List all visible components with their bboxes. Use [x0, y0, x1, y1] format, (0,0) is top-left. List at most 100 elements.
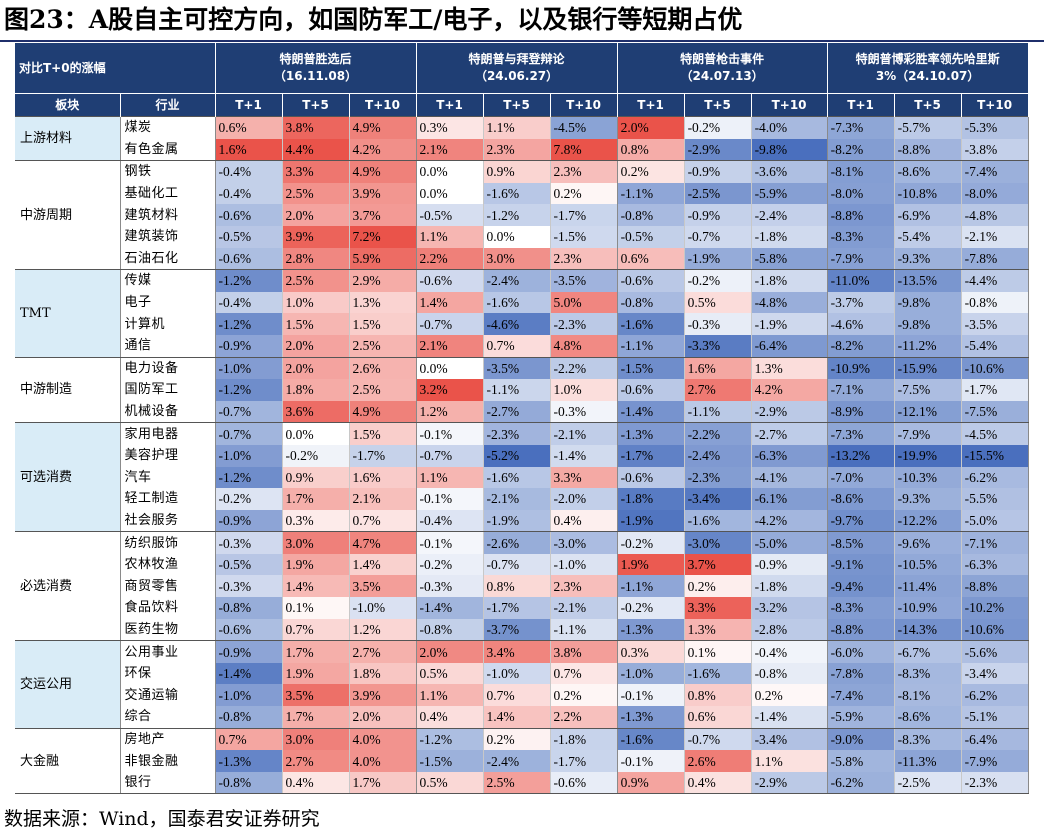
value-cell: 0.0%: [483, 225, 551, 248]
value-cell: 1.9%: [282, 553, 350, 576]
value-cell: -9.7%: [827, 509, 895, 533]
value-cell: -1.0%: [215, 684, 283, 707]
value-cell: -10.9%: [827, 356, 895, 380]
table-row: 农林牧渔 -0.5% 1.9% 1.4% -0.2% -0.7% -1.0% 1.9% 3.7%…: [15, 553, 1029, 576]
table-row: TMT 传媒 -1.2% 2.5% 2.9% -0.6% -2.4% -3.5% -0.6% -0…: [15, 269, 1029, 358]
value-cell: -0.4%: [215, 291, 283, 314]
value-cell: -0.8%: [215, 597, 283, 619]
value-cell: -7.4%: [961, 160, 1029, 183]
value-cell: -2.3%: [961, 771, 1029, 795]
value-cell: -10.6%: [961, 618, 1029, 642]
value-cell: -8.3%: [894, 662, 962, 685]
value-cell: 1.2%: [416, 400, 484, 424]
period-header: T+10: [961, 93, 1029, 117]
value-cell: -1.4%: [751, 706, 828, 729]
value-cell: -11.3%: [894, 750, 962, 772]
value-cell: -0.7%: [483, 553, 551, 576]
table-row: 交运公用 公用事业 -0.9% 1.7% 2.7% 2.0% 3.4% 3.8% 0.3% 0.1…: [15, 640, 1029, 729]
value-cell: -6.2%: [961, 466, 1029, 489]
table-row: 商贸零售 -0.3% 1.4% 3.5% -0.3% 0.8% 2.3% -1.1% 0.2% -…: [15, 575, 1029, 598]
event-name: 特朗普博彩胜率领先哈里斯: [855, 52, 1000, 66]
value-cell: 2.6%: [349, 356, 417, 380]
corner-label: 对比T+0的涨幅: [15, 43, 216, 94]
industry-cell: 银行: [120, 771, 216, 795]
value-cell: 3.0%: [483, 247, 551, 271]
value-cell: -0.5%: [416, 204, 484, 226]
value-cell: -2.1%: [550, 597, 618, 619]
value-cell: -1.0%: [483, 662, 551, 685]
value-cell: -8.2%: [827, 334, 895, 358]
value-cell: 2.5%: [282, 269, 350, 292]
value-cell: -1.1%: [617, 575, 685, 598]
value-cell: -3.6%: [751, 160, 828, 183]
value-cell: -1.1%: [617, 182, 685, 205]
value-cell: 3.4%: [483, 640, 551, 663]
value-cell: -1.6%: [483, 466, 551, 489]
event-date: （24.07.13）: [680, 69, 764, 83]
value-cell: -3.0%: [550, 531, 618, 554]
value-cell: 2.9%: [349, 269, 417, 292]
value-cell: 0.5%: [416, 771, 484, 795]
value-cell: -13.2%: [827, 444, 895, 467]
value-cell: 3.3%: [282, 160, 350, 183]
value-cell: 5.0%: [550, 291, 618, 314]
value-cell: -1.1%: [617, 334, 685, 358]
value-cell: -1.0%: [349, 597, 417, 619]
value-cell: -2.1%: [550, 422, 618, 445]
value-cell: -1.7%: [349, 444, 417, 467]
value-cell: 0.5%: [416, 662, 484, 685]
event-header-row: 对比T+0的涨幅 特朗普胜选后 （16.11.08） 特朗普与拜登辩论 （24.06…: [15, 43, 1029, 94]
value-cell: -0.8%: [617, 204, 685, 226]
value-cell: -1.0%: [215, 444, 283, 467]
value-cell: 1.1%: [751, 750, 828, 772]
value-cell: 0.1%: [684, 640, 752, 663]
sector-cell: 大金融: [15, 727, 121, 795]
value-cell: -0.7%: [684, 225, 752, 248]
value-cell: 2.5%: [282, 182, 350, 205]
table-row: 国防军工 -1.2% 1.8% 2.5% 3.2% -1.1% 1.0% -0.6% 2.7% 4…: [15, 379, 1029, 401]
value-cell: -2.9%: [751, 771, 828, 795]
value-cell: 2.3%: [483, 138, 551, 162]
industry-cell: 轻工制造: [120, 488, 216, 510]
industry-cell: 有色金属: [120, 138, 216, 162]
value-cell: -7.5%: [961, 400, 1029, 424]
value-cell: -10.3%: [894, 466, 962, 489]
value-cell: 2.7%: [684, 379, 752, 401]
value-cell: -4.2%: [751, 509, 828, 533]
table-body: 上游材料 煤炭 0.6% 3.8% 4.9% 0.3% 1.1% -4.5% 2.0% -0.2%…: [15, 115, 1029, 795]
period-header: T+10: [751, 93, 828, 117]
value-cell: -0.6%: [550, 771, 618, 795]
value-cell: -5.3%: [961, 115, 1029, 139]
value-cell: -3.5%: [961, 313, 1029, 335]
value-cell: 0.2%: [617, 160, 685, 183]
value-cell: -5.2%: [483, 444, 551, 467]
value-cell: -9.8%: [894, 313, 962, 335]
value-cell: -8.6%: [894, 706, 962, 729]
value-cell: -7.1%: [961, 531, 1029, 554]
value-cell: -0.6%: [617, 269, 685, 292]
table-row: 美容护理 -1.0% -0.2% -1.7% -0.7% -5.2% -1.4% -1.7% -…: [15, 444, 1029, 467]
value-cell: -0.2%: [416, 553, 484, 576]
industry-column-header: 行业: [120, 93, 216, 117]
table-row: 有色金属 1.6% 4.4% 4.2% 2.1% 2.3% 7.8% 0.8% -2.9% -9.…: [15, 138, 1029, 162]
sector-column-header: 板块: [15, 93, 121, 117]
industry-cell: 传媒: [120, 269, 216, 292]
value-cell: 1.4%: [282, 575, 350, 598]
value-cell: -1.7%: [550, 204, 618, 226]
value-cell: -7.8%: [961, 247, 1029, 271]
table-row: 大金融 房地产 0.7% 3.0% 4.0% -1.2% 0.2% -1.8% -1.6% -0.…: [15, 727, 1029, 795]
value-cell: -1.9%: [751, 313, 828, 335]
value-cell: -0.7%: [416, 313, 484, 335]
value-cell: -8.3%: [894, 727, 962, 751]
value-cell: -0.7%: [215, 400, 283, 424]
value-cell: -7.9%: [827, 247, 895, 271]
value-cell: -2.3%: [483, 422, 551, 445]
table-row: 上游材料 煤炭 0.6% 3.8% 4.9% 0.3% 1.1% -4.5% 2.0% -0.2%…: [15, 115, 1029, 162]
value-cell: -6.2%: [961, 684, 1029, 707]
value-cell: 2.2%: [416, 247, 484, 271]
value-cell: 1.4%: [349, 553, 417, 576]
period-header: T+5: [483, 93, 551, 117]
value-cell: 7.8%: [550, 138, 618, 162]
value-cell: -5.5%: [961, 488, 1029, 510]
value-cell: 3.9%: [349, 684, 417, 707]
